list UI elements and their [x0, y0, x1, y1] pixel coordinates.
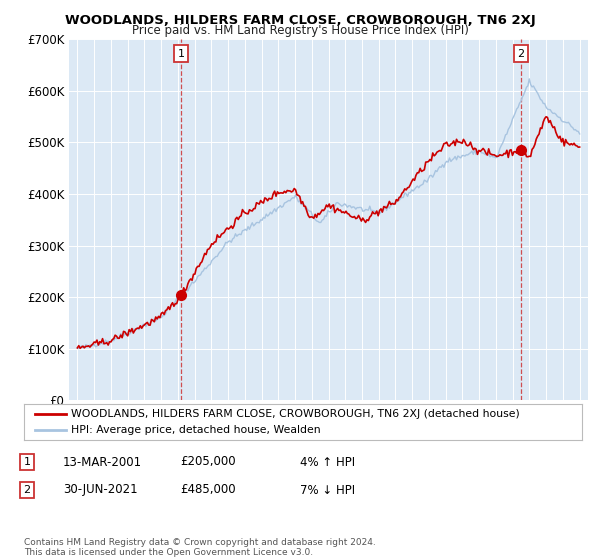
Text: £485,000: £485,000: [180, 483, 236, 497]
Text: 1: 1: [178, 49, 185, 59]
Text: 1: 1: [23, 457, 31, 467]
Text: 13-MAR-2001: 13-MAR-2001: [63, 455, 142, 469]
Text: Contains HM Land Registry data © Crown copyright and database right 2024.
This d: Contains HM Land Registry data © Crown c…: [24, 538, 376, 557]
Text: 30-JUN-2021: 30-JUN-2021: [63, 483, 137, 497]
Text: £205,000: £205,000: [180, 455, 236, 469]
Text: 7% ↓ HPI: 7% ↓ HPI: [300, 483, 355, 497]
Text: WOODLANDS, HILDERS FARM CLOSE, CROWBOROUGH, TN6 2XJ (detached house): WOODLANDS, HILDERS FARM CLOSE, CROWBOROU…: [71, 409, 520, 419]
Text: Price paid vs. HM Land Registry's House Price Index (HPI): Price paid vs. HM Land Registry's House …: [131, 24, 469, 36]
Text: 2: 2: [517, 49, 524, 59]
Text: 2: 2: [23, 485, 31, 495]
Text: HPI: Average price, detached house, Wealden: HPI: Average price, detached house, Weal…: [71, 424, 321, 435]
Text: WOODLANDS, HILDERS FARM CLOSE, CROWBOROUGH, TN6 2XJ: WOODLANDS, HILDERS FARM CLOSE, CROWBOROU…: [65, 14, 535, 27]
Text: 4% ↑ HPI: 4% ↑ HPI: [300, 455, 355, 469]
